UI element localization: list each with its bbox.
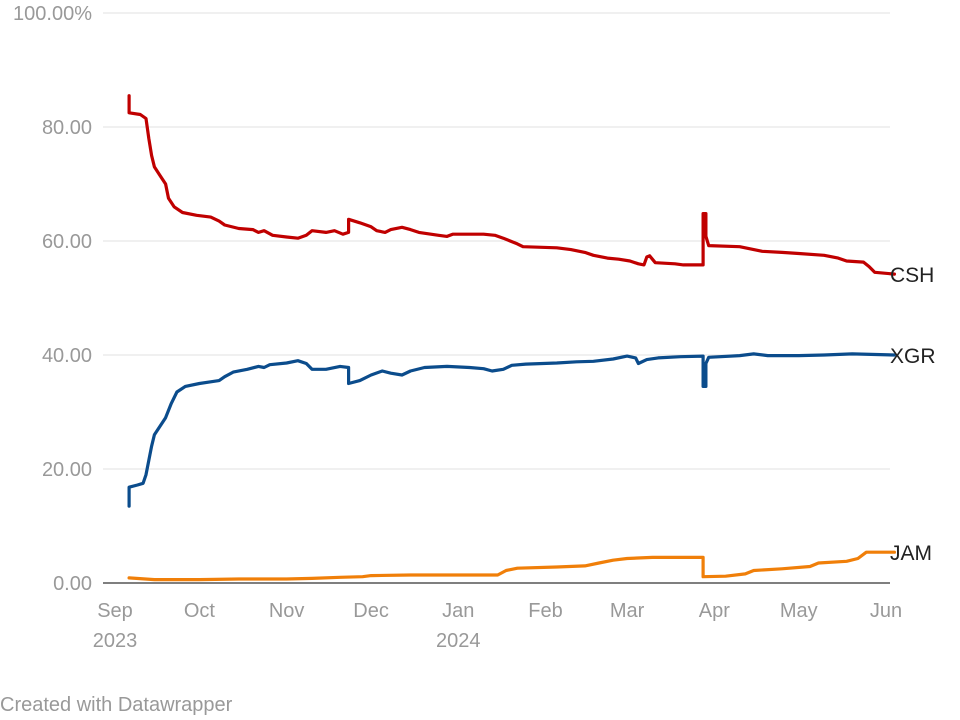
x-tick-label: May [780, 600, 818, 622]
y-tick-label: 60.00 [42, 231, 92, 253]
x-tick-label: Oct [184, 600, 216, 622]
series-label-xgr: XGR [890, 345, 936, 368]
series-lines [127, 94, 896, 582]
series-label-csh: CSH [890, 264, 934, 287]
series-labels: CSH XGR JAM [890, 264, 936, 565]
x-tick-label: Jan [442, 600, 474, 622]
x-tick-label: Mar [610, 600, 645, 622]
credit-text: Created with Datawrapper [0, 694, 233, 716]
x-tick-label: Jun [870, 600, 902, 622]
x-tick-year-label: 2023 [93, 630, 138, 652]
x-tick-label: Apr [699, 600, 730, 622]
x-tick-label: Dec [353, 600, 389, 622]
x-tick-label: Feb [528, 600, 562, 622]
y-axis-ticks: 0.00 20.00 40.00 60.00 80.00 100.00% [13, 3, 92, 595]
gridlines [103, 12, 890, 584]
series-line-xgr [127, 352, 896, 508]
series-line-jam [127, 550, 896, 582]
x-tick-label: Nov [269, 600, 305, 622]
series-label-jam: JAM [890, 542, 932, 565]
x-tick-year-label: 2024 [436, 630, 481, 652]
y-tick-label: 20.00 [42, 459, 92, 481]
x-tick-label: Sep [97, 600, 133, 622]
series-line-csh [127, 94, 896, 276]
y-tick-label: 100.00% [13, 3, 92, 25]
y-tick-label: 40.00 [42, 345, 92, 367]
x-axis-ticks: Sep 2023 Oct Nov Dec Jan 2024 Feb Mar Apr May Jun [93, 600, 902, 652]
y-tick-label: 80.00 [42, 117, 92, 139]
y-tick-label: 0.00 [53, 573, 92, 595]
